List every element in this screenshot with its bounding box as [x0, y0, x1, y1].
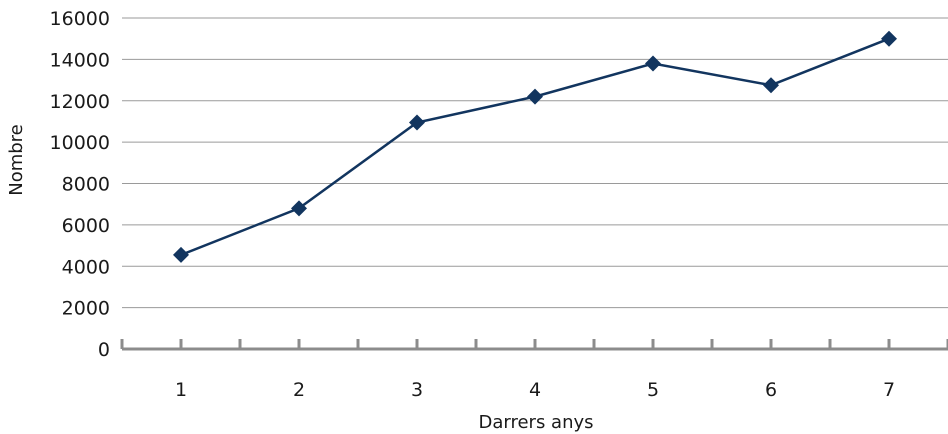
y-tick-label: 4000 [62, 256, 110, 278]
x-axis: 1 2 3 4 5 6 7 [120, 339, 948, 401]
y-tick-label: 8000 [62, 174, 110, 196]
y-tick-label: 16000 [50, 8, 110, 30]
x-tick-label: 2 [293, 379, 305, 401]
y-tick-label: 2000 [62, 298, 110, 320]
data-point-marker [881, 30, 897, 47]
data-point-marker [763, 77, 779, 94]
data-point-marker [645, 55, 661, 72]
data-point-marker [527, 88, 543, 105]
x-tick-label: 6 [765, 379, 777, 401]
data-point-marker [291, 200, 307, 217]
y-tick-label: 6000 [62, 215, 110, 237]
series-line [180, 37, 890, 257]
y-axis: 0 2000 4000 6000 8000 10000 12000 14000 16000 [50, 8, 110, 361]
grid-lines [122, 17, 948, 309]
y-tick-label: 14000 [50, 49, 110, 71]
data-point-marker [409, 114, 425, 131]
x-tick-label: 4 [529, 379, 541, 401]
y-axis-title: Nombre [6, 124, 27, 196]
y-tick-label: 10000 [50, 132, 110, 154]
x-tick-label: 3 [411, 379, 423, 401]
series-layer [173, 30, 897, 263]
data-point-marker [173, 246, 189, 263]
x-axis-title: Darrers anys [478, 412, 593, 433]
y-tick-label: 12000 [50, 91, 110, 113]
x-tick-label: 7 [883, 379, 895, 401]
y-tick-label: 0 [98, 339, 110, 361]
x-tick-label: 5 [647, 379, 659, 401]
x-tick-label: 1 [175, 379, 187, 401]
